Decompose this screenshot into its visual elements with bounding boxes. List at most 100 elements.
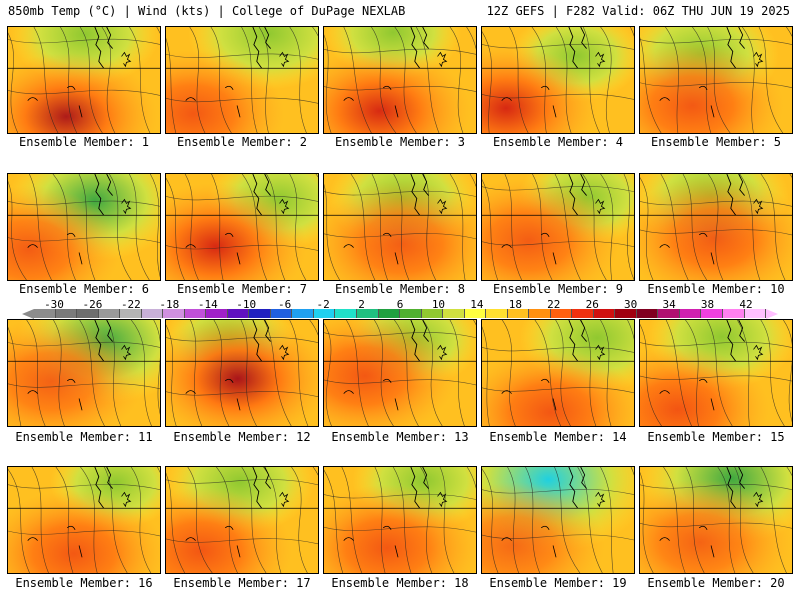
ensemble-member-label: Ensemble Member: 4: [492, 135, 624, 149]
colorbar-tick-label: 2: [358, 298, 365, 311]
ensemble-member-map: [481, 319, 635, 427]
ensemble-member-map: [323, 466, 477, 574]
colorbar-swatch: [486, 309, 508, 318]
colorbar-swatch: [227, 309, 250, 318]
temperature-field: [324, 27, 476, 133]
colorbar-tick-label: 14: [470, 298, 484, 311]
ensemble-member-map: [639, 466, 793, 574]
colorbar-tick-label: 34: [662, 298, 676, 311]
ensemble-member-label: Ensemble Member: 3: [334, 135, 466, 149]
run-valid-time: 12Z GEFS | F282 Valid: 06Z THU JUN 19 20…: [486, 4, 790, 18]
ensemble-member-label: Ensemble Member: 10: [647, 282, 785, 296]
colorbar-swatch: [356, 309, 379, 318]
colorbar-tick-label: -22: [120, 298, 141, 311]
temperature-field: [482, 27, 634, 133]
colorbar-swatch: [313, 309, 336, 318]
temperature-field: [8, 467, 160, 573]
colorbar-swatch: [507, 309, 530, 318]
temperature-field: [640, 174, 792, 280]
colorbar-swatch: [98, 309, 121, 318]
colorbar-swatch: [701, 309, 723, 318]
ensemble-member-map: [7, 26, 161, 134]
colorbar-tick-label: 22: [547, 298, 561, 311]
colorbar-swatch: [615, 309, 637, 318]
temperature-field: [482, 174, 634, 280]
colorbar-swatch: [206, 309, 228, 318]
ensemble-member-label: Ensemble Member: 2: [176, 135, 308, 149]
ensemble-member-label: Ensemble Member: 18: [331, 576, 469, 590]
colorbar-swatch: [141, 309, 164, 318]
ensemble-member-map: [481, 26, 635, 134]
colorbar-tick-label: 30: [624, 298, 638, 311]
colorbar-tick-label: -30: [44, 298, 64, 311]
ensemble-member-map: [639, 173, 793, 281]
ensemble-member-map: [165, 319, 319, 427]
ensemble-member-label: Ensemble Member: 16: [15, 576, 153, 590]
colorbar-tick-label: -14: [197, 298, 218, 311]
colorbar-swatch: [421, 309, 444, 318]
colorbar-tick-label: -18: [159, 298, 180, 311]
ensemble-member-map: [323, 319, 477, 427]
colorbar-swatch: [593, 309, 616, 318]
temperature-field: [8, 174, 160, 280]
colorbar-swatch: [77, 309, 99, 318]
ensemble-member-map: [7, 319, 161, 427]
ensemble-member-label: Ensemble Member: 5: [650, 135, 782, 149]
colorbar-tick-label: 10: [431, 298, 446, 311]
colorbar-swatch: [400, 309, 422, 318]
ensemble-member-map: [7, 173, 161, 281]
temperature-field: [640, 27, 792, 133]
ensemble-member-label: Ensemble Member: 20: [647, 576, 785, 590]
colorbar-swatch: [249, 309, 271, 318]
temperature-field: [8, 27, 160, 133]
colorbar-swatch: [529, 309, 551, 318]
temperature-field: [166, 174, 318, 280]
colorbar-swatch: [270, 309, 293, 318]
colorbar-tick-label: 18: [508, 298, 522, 311]
ensemble-member-label: Ensemble Member: 11: [15, 430, 153, 444]
colorbar-left-arrow: [22, 309, 34, 319]
colorbar-tick-label: 42: [739, 298, 753, 311]
ensemble-member-map: [481, 173, 635, 281]
colorbar-swatch: [163, 309, 185, 318]
ensemble-member-map: [323, 26, 477, 134]
colorbar-strip: [34, 309, 767, 318]
colorbar-swatch: [679, 309, 702, 318]
colorbar-swatch: [658, 309, 680, 318]
ensemble-member-map: [639, 26, 793, 134]
ensemble-member-label: Ensemble Member: 12: [173, 430, 311, 444]
ensemble-member-label: Ensemble Member: 15: [647, 430, 785, 444]
map-title: 850mb Temp (°C) | Wind (kts) | College o…: [8, 4, 406, 18]
colorbar-swatch: [572, 309, 594, 318]
temperature-field: [324, 467, 476, 573]
temperature-field: [166, 27, 318, 133]
colorbar-swatch: [636, 309, 659, 318]
temperature-field: [482, 467, 634, 573]
temperature-field: [166, 467, 318, 573]
ensemble-member-map: [323, 173, 477, 281]
ensemble-member-label: Ensemble Member: 1: [18, 135, 150, 149]
ensemble-member-label: Ensemble Member: 14: [489, 430, 627, 444]
temperature-field: [482, 320, 634, 426]
colorbar-swatch: [34, 309, 56, 318]
colorbar-right-arrow: [766, 309, 778, 319]
colorbar-tick-label: -26: [82, 298, 103, 311]
ensemble-member-map: [7, 466, 161, 574]
ensemble-member-map: [481, 466, 635, 574]
colorbar-tick-label: -6: [278, 298, 292, 311]
colorbar-tick-label: -2: [316, 298, 330, 311]
ensemble-member-map: [165, 26, 319, 134]
colorbar-swatch: [184, 309, 207, 318]
colorbar-swatch: [464, 309, 487, 318]
colorbar-tick-label: -10: [236, 298, 257, 311]
ensemble-member-label: Ensemble Member: 6: [18, 282, 150, 296]
temperature-field: [640, 320, 792, 426]
colorbar-swatch: [744, 309, 767, 318]
colorbar-swatch: [378, 309, 401, 318]
colorbar-swatch: [292, 309, 314, 318]
temperature-field: [324, 320, 476, 426]
colorbar-swatch: [335, 309, 357, 318]
ensemble-member-label: Ensemble Member: 9: [492, 282, 624, 296]
ensemble-member-label: Ensemble Member: 7: [176, 282, 308, 296]
temperature-field: [8, 320, 160, 426]
